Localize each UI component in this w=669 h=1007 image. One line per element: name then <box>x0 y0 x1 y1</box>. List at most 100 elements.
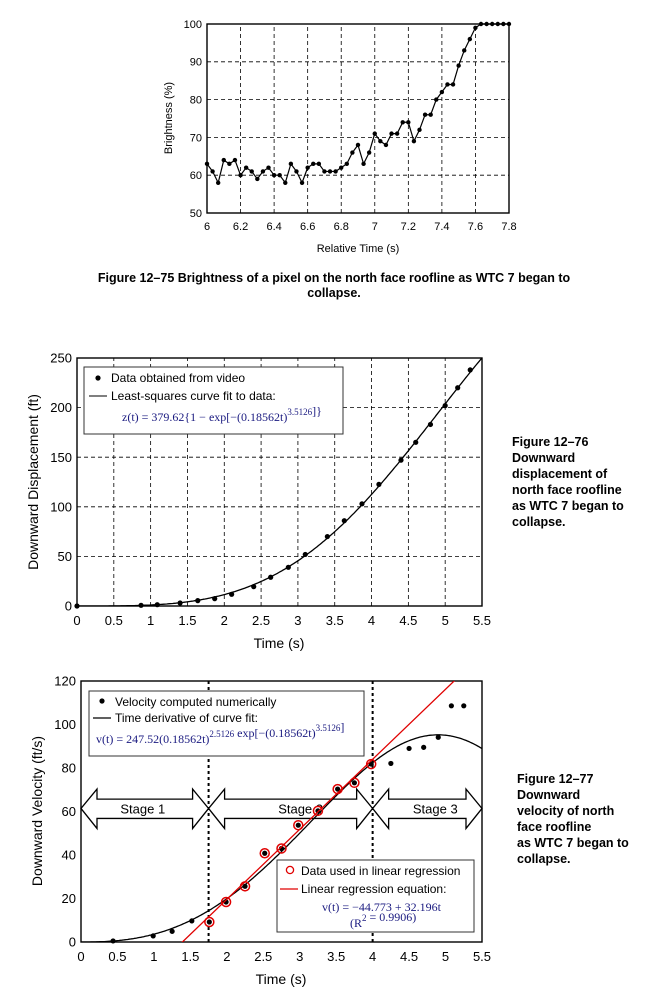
brightness-line <box>206 23 509 185</box>
x-axis-label: Time (s) <box>256 971 307 987</box>
figure-caption: collapse. <box>517 852 571 866</box>
velocity-chart: 0 0.5 1 1.5 2 2.5 3 3.5 4 4.5 5 5.5 0 20 40 60 80 100 120 T… <box>29 674 491 987</box>
data-point <box>489 21 495 27</box>
data-point <box>322 169 327 174</box>
y-tick-label: 50 <box>190 208 202 220</box>
x-tick-label: 4.5 <box>399 613 417 628</box>
equation-exponent: 3.5126 <box>287 407 312 417</box>
x-tick-label: 2 <box>223 949 230 964</box>
data-point <box>227 161 232 167</box>
data-point <box>327 169 333 174</box>
x-tick-label: 3.5 <box>327 949 345 964</box>
legend-entry: Data obtained from video <box>111 371 245 385</box>
y-tick-label: 80 <box>190 94 202 106</box>
data-point <box>383 142 389 148</box>
equation-part: z(t) = 379.62{1 − exp[−(0.18562t) <box>122 410 287 424</box>
legend-marker-circle <box>285 865 295 875</box>
data-point <box>316 161 322 167</box>
data-point <box>473 25 478 30</box>
y-tick-label: 100 <box>50 499 72 514</box>
data-point <box>421 744 427 750</box>
data-point <box>495 21 500 27</box>
regression-equation: v(t) = −44.773 + 32.196t <box>322 900 442 914</box>
y-tick-label: 40 <box>62 848 76 863</box>
legend-box <box>83 366 344 435</box>
data-point <box>288 161 294 167</box>
figure-caption: collapse. <box>512 515 566 529</box>
y-tick-label: 70 <box>190 132 202 144</box>
x-tick-label: 5.5 <box>473 949 491 964</box>
data-point <box>442 403 448 409</box>
regression-point-circle <box>259 848 270 859</box>
data-point <box>333 169 338 174</box>
x-tick-label: 6.2 <box>233 221 248 233</box>
data-point <box>204 161 210 167</box>
data-point <box>249 169 254 174</box>
legend-entry: Time derivative of curve fit: <box>115 711 258 725</box>
data-point <box>210 169 215 174</box>
data-point <box>389 131 394 136</box>
data-point <box>434 97 439 102</box>
data-point <box>484 21 489 27</box>
data-point <box>501 21 506 27</box>
data-point <box>206 919 212 925</box>
legend-entry: Least-squares curve fit to data: <box>111 389 276 403</box>
x-tick-label: 6.8 <box>334 221 349 233</box>
plot-frame <box>76 357 483 607</box>
figure-caption: collapse. <box>307 286 361 300</box>
curve-fit-line <box>81 734 482 942</box>
data-point <box>388 760 394 767</box>
x-tick-label: 4 <box>368 613 375 628</box>
captions: Figure 12–75 Brightness of a pixel on th… <box>98 271 629 866</box>
data-point <box>456 63 461 68</box>
y-axis-label: Brightness (%) <box>163 82 175 154</box>
equation-part: ]} <box>312 404 322 418</box>
y-tick-label: 20 <box>62 891 76 906</box>
x-tick-label: 3 <box>296 949 303 964</box>
x-tick-label: 4.5 <box>400 949 418 964</box>
data-point <box>400 120 405 125</box>
data-point <box>238 173 243 178</box>
data-point <box>277 173 282 178</box>
data-point <box>221 157 226 163</box>
figure-caption: displacement of <box>512 467 608 481</box>
legend-box <box>276 859 475 933</box>
data-point <box>283 180 288 185</box>
data-point <box>361 161 366 167</box>
legend-entry: Velocity computed numerically <box>115 695 276 709</box>
data-point <box>411 138 417 144</box>
y-tick-label: 250 <box>50 351 72 366</box>
x-tick-label: 1.5 <box>178 613 196 628</box>
x-tick-label: 2 <box>221 613 228 628</box>
legend-marker-point <box>99 698 105 704</box>
data-point <box>351 780 358 786</box>
data-point <box>215 180 221 185</box>
x-tick-label: 0.5 <box>105 613 123 628</box>
r-squared-value: (R2 = 0.9906) <box>350 910 416 930</box>
fit-equation: z(t) = 379.62{1 − exp[−(0.18562t)3.5126]… <box>122 404 322 424</box>
x-tick-label: 6.6 <box>300 221 315 233</box>
legend-entry: Data used in linear regression <box>301 864 460 878</box>
figure-caption: north face roofline <box>512 483 622 497</box>
data-point <box>266 165 271 170</box>
data-point <box>335 786 341 792</box>
equation-part: exp[−(0.18562t) <box>234 726 315 740</box>
y-axis-label: Downward Velocity (ft/s) <box>29 736 45 886</box>
data-point <box>427 421 434 428</box>
x-tick-label: 7.4 <box>434 221 449 233</box>
derivative-equation: v(t) = 247.52(0.18562t)2.5126 exp[−(0.18… <box>96 720 344 746</box>
y-tick-label: 60 <box>190 170 202 182</box>
x-tick-label: 1.5 <box>181 949 199 964</box>
figure-caption: Downward <box>512 451 575 465</box>
legend-marker-point <box>95 375 101 381</box>
y-tick-label: 0 <box>65 599 72 614</box>
data-point <box>232 157 238 163</box>
stage-arrow <box>371 787 483 831</box>
data-point <box>299 180 305 185</box>
stage-label: Stage 3 <box>413 801 458 816</box>
data-point <box>417 127 422 133</box>
equation-exponent: 2 <box>362 913 367 923</box>
data-point <box>262 850 268 856</box>
legend-regression: Data used in linear regression Linear reg… <box>276 859 475 933</box>
y-tick-label: 100 <box>184 19 202 31</box>
